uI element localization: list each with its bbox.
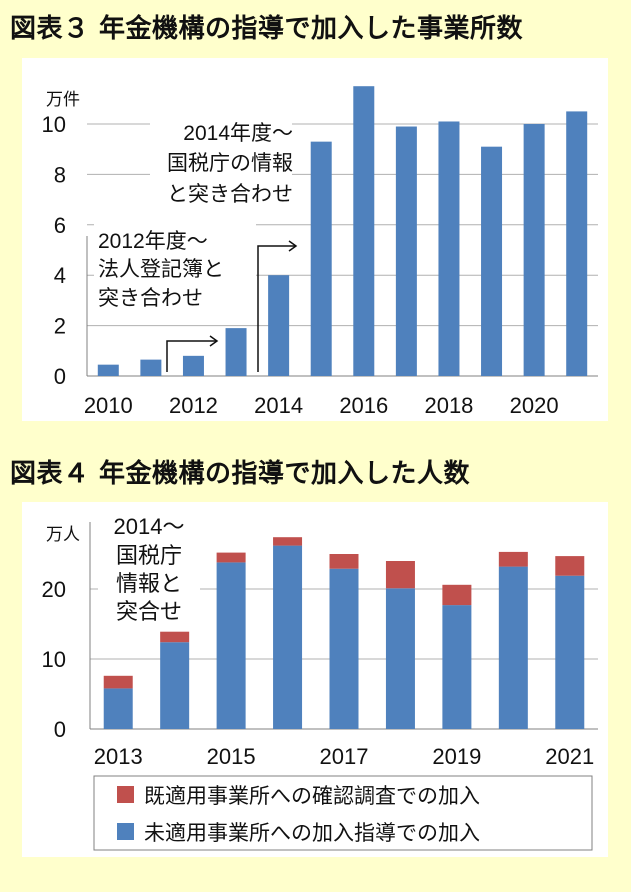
chart1-unit-label: 万件 bbox=[46, 90, 80, 109]
chart2-x-tick-label: 2021 bbox=[545, 744, 594, 769]
chart2-bar-unapplied bbox=[555, 575, 585, 729]
chart2-bar-unapplied bbox=[103, 688, 133, 729]
chart2-legend-swatch-unapplied bbox=[117, 823, 134, 840]
chart1-annotation1-text: と突き合わせ bbox=[167, 183, 293, 206]
chart2-annotation-text: 2014～ bbox=[114, 514, 185, 539]
chart1-bar bbox=[395, 126, 417, 377]
chart1-bar bbox=[310, 141, 332, 376]
chart1-y-tick-label: 6 bbox=[54, 213, 66, 238]
chart1-bar bbox=[140, 359, 162, 376]
chart2-y-tick-label: 0 bbox=[54, 717, 66, 742]
chart2-bar-confirmed bbox=[442, 584, 472, 606]
chart1-bar bbox=[225, 328, 247, 376]
chart1-annotation2-text: 突き合わせ bbox=[98, 287, 203, 310]
chart2-bar-unapplied bbox=[498, 566, 528, 729]
chart1-x-tick-label: 2016 bbox=[339, 393, 388, 418]
chart2-annotation-bg bbox=[98, 515, 200, 625]
figure4-title: 図表４ 年金機構の指導で加入した人数 bbox=[10, 459, 471, 489]
chart2-bar-confirmed bbox=[385, 561, 415, 589]
chart1-x-tick-label: 2012 bbox=[169, 393, 218, 418]
chart2-annotation-text: 国税庁 bbox=[116, 543, 182, 568]
chart2-bar-unapplied bbox=[442, 605, 472, 729]
chart1-annotation2-text: 2012年度～ bbox=[98, 230, 208, 253]
figure3-title: 図表３ 年金機構の指導で加入した事業所数 bbox=[10, 14, 524, 44]
chart1-bar bbox=[268, 275, 290, 376]
chart1-arrow-2014 bbox=[257, 245, 296, 372]
chart1-arrow-2012 bbox=[166, 340, 217, 372]
chart2-annotation-text: 情報と bbox=[116, 571, 182, 596]
chart2-legend-swatch-confirmed bbox=[117, 786, 134, 803]
chart1-y-tick-label: 0 bbox=[54, 364, 66, 389]
chart2-x-tick-label: 2017 bbox=[320, 744, 369, 769]
chart1-annotation2-bg bbox=[94, 222, 256, 320]
chart1-annotation2-text: 法人登記簿と bbox=[98, 258, 224, 281]
chart2-bar-confirmed bbox=[329, 554, 359, 569]
chart1-bar bbox=[97, 364, 119, 376]
chart1-x-tick-label: 2020 bbox=[510, 393, 559, 418]
chart1-y-tick-label: 4 bbox=[54, 263, 66, 288]
chart2-bar-confirmed bbox=[103, 675, 133, 689]
chart2-bar-confirmed bbox=[160, 631, 190, 643]
chart1-x-tick-label: 2018 bbox=[424, 393, 473, 418]
chart2-legend-label-confirmed: 既適用事業所への確認調査での加入 bbox=[144, 785, 480, 808]
chart2-y-tick-label: 10 bbox=[42, 647, 66, 672]
chart1-y-tick-label: 8 bbox=[54, 162, 66, 187]
chart1-bar bbox=[566, 111, 588, 377]
chart2-annotation-text: 突合せ bbox=[116, 599, 182, 624]
chart1-y-tick-label: 2 bbox=[54, 314, 66, 339]
chart2-unit-label: 万人 bbox=[46, 525, 80, 544]
chart2-legend-label-unapplied: 未適用事業所への加入指導での加入 bbox=[144, 822, 480, 845]
chart2-y-tick-label: 20 bbox=[42, 577, 66, 602]
chart1-bar bbox=[353, 86, 375, 376]
chart1-bar bbox=[182, 355, 204, 376]
chart2-x-tick-label: 2015 bbox=[207, 744, 256, 769]
chart2-x-tick-label: 2019 bbox=[432, 744, 481, 769]
chart2-legend bbox=[93, 775, 593, 851]
chart1-x-tick-label: 2014 bbox=[254, 393, 303, 418]
chart2-bar-confirmed bbox=[216, 552, 246, 563]
chart1-annotation1-text: 国税庁の情報 bbox=[167, 152, 293, 175]
chart1-annotation1-bg bbox=[150, 116, 292, 212]
chart2-bar-unapplied bbox=[385, 588, 415, 729]
arrow-head-icon bbox=[288, 240, 298, 252]
chart1-x-tick-label: 2010 bbox=[84, 393, 133, 418]
chart2-bar-unapplied bbox=[273, 545, 303, 729]
chart2-bar-confirmed bbox=[498, 551, 528, 567]
chart1-bar bbox=[481, 146, 503, 376]
chart1-y-tick-label: 10 bbox=[42, 112, 66, 137]
chart2-bar-confirmed bbox=[555, 556, 585, 576]
chart2-bar-unapplied bbox=[160, 642, 190, 729]
chart2-bar-confirmed bbox=[273, 537, 303, 546]
chart1-annotation1-text: 2014年度～ bbox=[183, 122, 293, 145]
chart2-bar-unapplied bbox=[329, 568, 359, 729]
arrow-head-icon bbox=[209, 335, 219, 347]
chart1-bar bbox=[438, 121, 460, 376]
chart2-x-tick-label: 2013 bbox=[94, 744, 143, 769]
chart2-bar-unapplied bbox=[216, 562, 246, 729]
chart1-bar bbox=[523, 124, 545, 376]
